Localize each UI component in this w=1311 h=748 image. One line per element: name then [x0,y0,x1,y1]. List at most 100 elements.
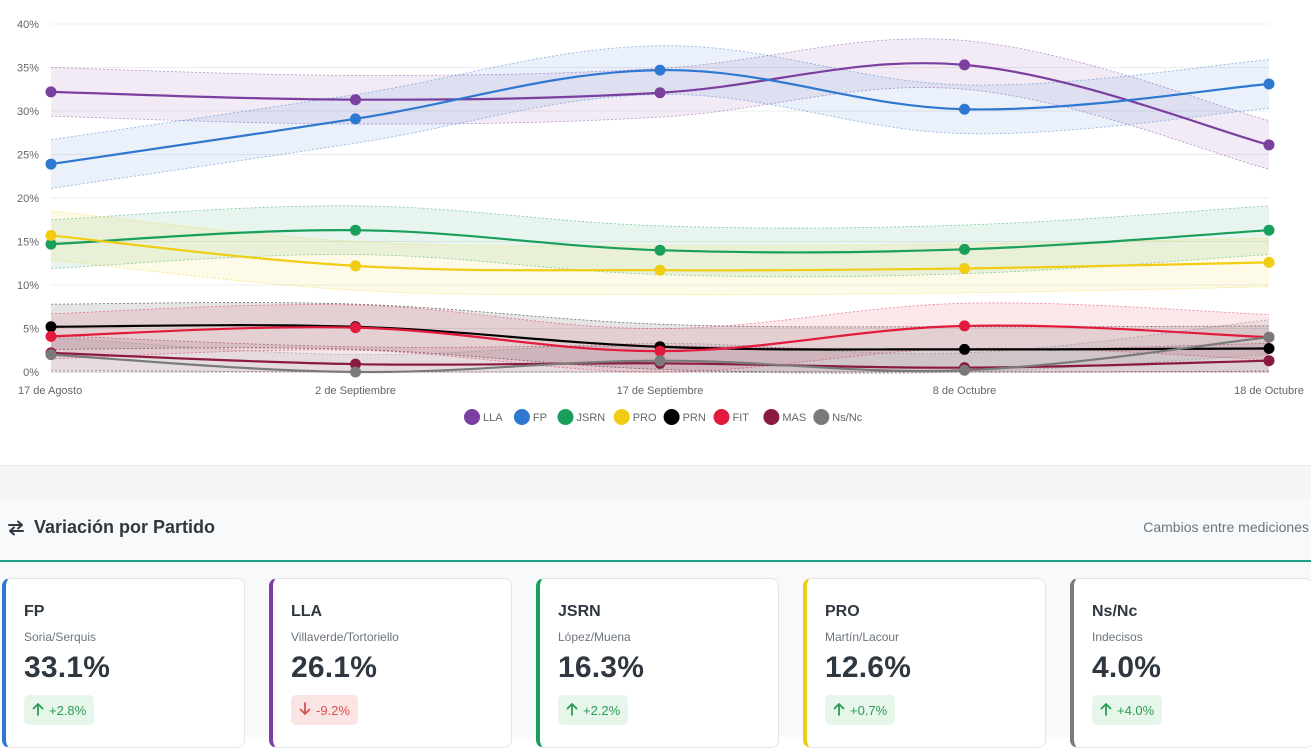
y-tick-label: 20% [17,193,39,205]
data-point-lla [45,86,57,98]
card-party-name: FP [24,603,45,620]
data-point-fit [654,345,666,357]
data-point-jsrn [654,244,666,256]
x-tick-label: 17 de Septiembre [617,385,704,397]
data-point-ns/nc [350,366,361,378]
card-party-name: LLA [291,603,323,620]
legend-swatch [713,409,730,425]
data-point-pro [959,262,970,274]
card-percentage: 33.1% [24,651,111,684]
data-point-fit [959,320,970,332]
legend-item-fit: FIT [713,409,750,425]
card-candidates: Villaverde/Tortoriello [291,630,399,644]
card-change-value: -9.2% [316,702,350,718]
card-change-value: +4.0% [1117,702,1155,718]
variation-section: Variación por Partido Cambios entre medi… [0,498,1311,748]
legend-swatch [813,409,830,425]
x-tick-label: 8 de Octubre [933,385,997,397]
legend-item-pro: PRO [613,409,657,425]
party-card-nsnc: Ns/Nc Indecisos 4.0% +4.0% [1070,578,1311,748]
variation-title-group: Variación por Partido [6,517,215,538]
data-point-fp [654,64,666,76]
legend-label: FP [533,412,547,424]
band-lla [51,38,1269,170]
card-change-value: +2.2% [583,702,621,718]
legend-label: MAS [782,412,806,424]
card-party-name: JSRN [558,603,601,620]
band-lower-prn [50,347,1270,373]
y-tick-label: 25% [17,150,39,162]
card-change-badge: +2.8% [24,695,95,725]
band-upper-fp [50,45,1270,141]
data-point-ns/nc [1263,331,1275,343]
legend-label: Ns/Nc [832,412,862,424]
data-point-ns/nc [654,355,666,367]
data-point-ns/nc [959,364,970,376]
data-point-mas [350,358,361,370]
party-card-jsrn: JSRN López/Muena 16.3% +2.2% [536,578,779,748]
card-change-badge: +4.0% [1092,695,1163,725]
arrow-up-icon [32,702,44,719]
data-point-prn [45,321,57,333]
y-tick-label: 5% [23,324,39,336]
arrow-down-icon [299,701,311,719]
data-point-jsrn [959,243,970,255]
legend-swatch [613,409,630,425]
legend-label: FIT [733,412,750,424]
x-tick-label: 18 de Octubre [1234,385,1304,397]
legend-swatch [763,409,780,425]
band-lower-lla [50,87,1270,170]
data-point-fp [1263,78,1275,90]
data-point-jsrn [350,224,361,236]
party-card-pro: PRO Martín/Lacour 12.6% +0.7% [803,578,1046,748]
legend-item-jsrn: JSRN [557,409,606,425]
section-divider [0,465,1311,499]
legend-label: JSRN [577,412,606,424]
card-change-badge: +2.2% [558,695,629,725]
legend-swatch [513,409,530,425]
band-upper-prn [50,302,1270,328]
card-percentage: 4.0% [1092,651,1162,684]
y-tick-label: 0% [23,367,39,379]
data-point-fp [45,158,57,170]
card-candidates: Indecisos [1092,630,1143,644]
arrow-up-icon [566,702,578,719]
legend-swatch [464,409,480,425]
legend-item-fp: FP [513,409,547,425]
card-change-value: +0.7% [850,702,888,718]
card-change-value: +2.8% [49,702,87,718]
legend-item-mas: MAS [763,409,806,425]
data-point-prn [959,343,970,355]
card-candidates: Soria/Serquis [24,630,97,644]
data-point-ns/nc [45,349,57,361]
trend-chart: 0% 5% 10% 15% 20% 25% 30% 35% 40% 17 de Agosto 2 d… [16,19,1304,425]
data-point-pro [1263,256,1275,268]
y-tick-label: 15% [17,237,39,249]
card-candidates: López/Muena [558,630,631,644]
legend-label: PRN [683,412,706,424]
card-party-name: Ns/Nc [1092,603,1138,620]
band-upper-fit [50,302,1270,329]
data-point-fit [350,322,361,334]
band-jsrn [51,205,1269,277]
y-tick-label: 30% [17,106,39,118]
data-point-pro [45,229,57,241]
card-percentage: 16.3% [558,651,645,684]
card-change-badge: +0.7% [825,695,896,725]
data-point-jsrn [45,238,57,250]
legend-item-prn: PRN [663,409,706,425]
data-point-mas [1263,355,1275,367]
data-point-lla [959,59,970,71]
data-point-fit [45,330,57,342]
band-lower-ns/nc [51,354,1270,374]
data-point-fp [959,103,970,115]
card-percentage: 26.1% [291,651,378,684]
legend-item-lla: LLA [464,409,503,425]
x-tick-label: 2 de Septiembre [315,385,396,397]
data-point-lla [654,87,666,99]
data-point-jsrn [1263,224,1275,236]
card-candidates: Martín/Lacour [825,630,900,644]
arrow-up-icon [1100,702,1112,719]
y-tick-label: 10% [17,280,39,292]
y-tick-label: 35% [17,63,39,75]
